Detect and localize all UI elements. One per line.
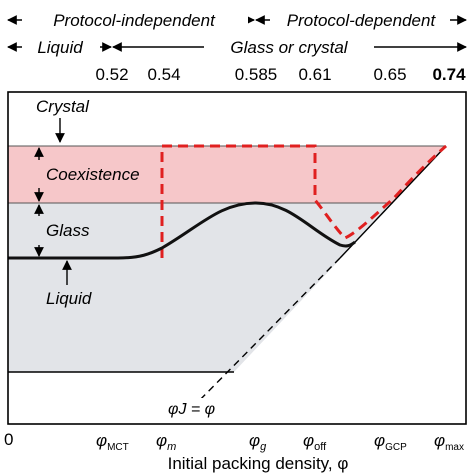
protocol-dependent-label: Protocol-dependent	[287, 11, 437, 30]
protocol-independent-label: Protocol-independent	[53, 11, 216, 30]
top-tick-074: 0.74	[432, 65, 466, 84]
top-tick-052: 0.52	[95, 65, 128, 84]
plot-frame	[7, 91, 467, 425]
glass-region	[8, 203, 393, 372]
jamming-line-label: φJ = φ	[168, 401, 215, 418]
glass-or-crystal-label: Glass or crystal	[230, 38, 348, 57]
bottom-tick-phi-g: φg	[249, 431, 267, 453]
jamming-line-solid	[339, 145, 447, 259]
red-dashed-path	[160, 144, 447, 258]
bottom-tick-phi-gcp: φGCP	[374, 431, 407, 453]
liquid-range-label: Liquid	[37, 38, 83, 57]
liquid-label: Liquid	[46, 289, 92, 308]
top-tick-054: 0.54	[147, 65, 180, 84]
x-axis-label: Initial packing density, φ	[168, 454, 349, 473]
bottom-tick-phi-max: φmax	[434, 431, 464, 453]
top-tick-0585: 0.585	[235, 65, 278, 84]
glass-label: Glass	[46, 221, 90, 240]
bottom-tick-zero: 0	[4, 430, 13, 449]
bottom-tick-phi-off: φoff	[303, 431, 327, 453]
crystal-label: Crystal	[36, 97, 90, 116]
coexistence-label: Coexistence	[46, 165, 140, 184]
bottom-tick-phi-mct: φMCT	[96, 431, 129, 453]
glass-curve	[8, 201, 356, 260]
coexistence-region	[8, 146, 446, 203]
bottom-tick-phi-m: φm	[156, 431, 176, 453]
top-tick-061: 0.61	[298, 65, 331, 84]
top-tick-065: 0.65	[373, 65, 406, 84]
